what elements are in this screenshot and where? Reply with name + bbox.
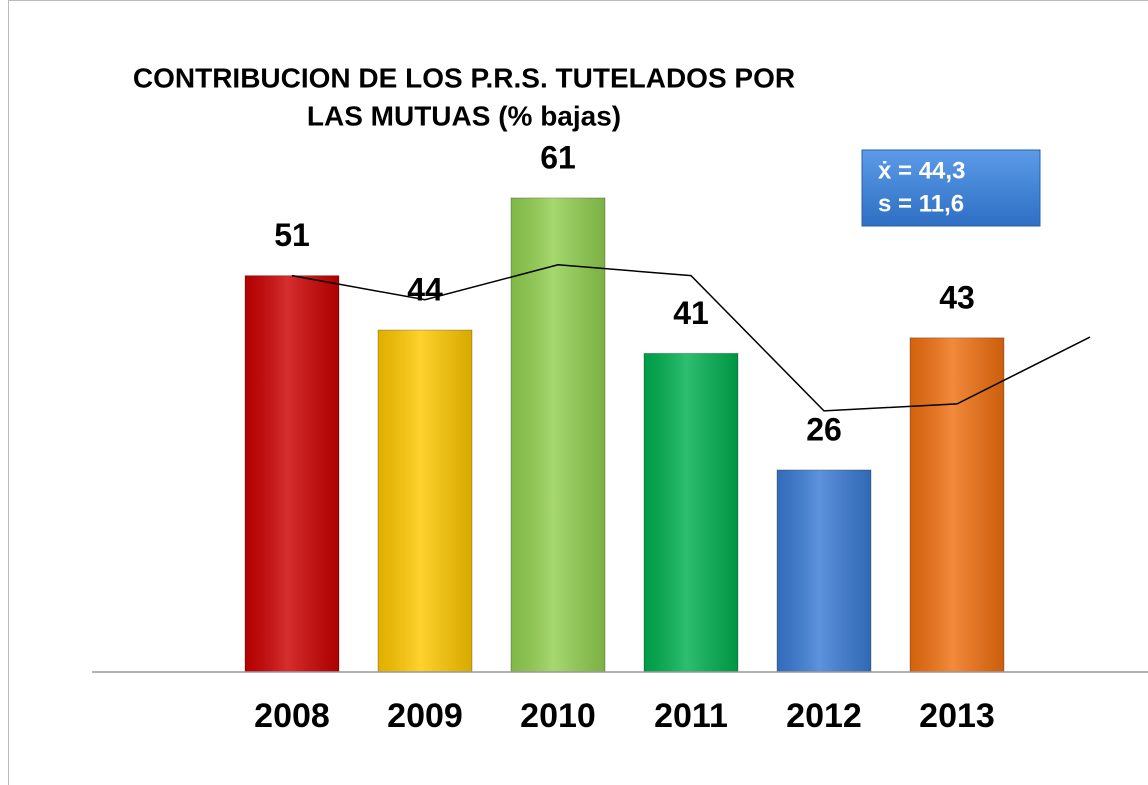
bar-shine xyxy=(511,197,605,672)
data-label: 44 xyxy=(407,272,443,308)
chart-title: CONTRIBUCION DE LOS P.R.S. TUTELADOS POR xyxy=(133,62,795,93)
data-label: 51 xyxy=(274,217,310,253)
x-tick-label: 2009 xyxy=(387,697,463,735)
x-tick-label: 2010 xyxy=(520,697,596,735)
bar-shine xyxy=(644,353,738,672)
stats-sd: s = 11,6 xyxy=(878,190,964,217)
bar-shine xyxy=(245,275,339,672)
data-label: 41 xyxy=(673,295,709,331)
bar-shine xyxy=(777,469,871,672)
x-tick-label: 2008 xyxy=(254,697,330,735)
data-label: 43 xyxy=(939,279,975,315)
data-label: 26 xyxy=(806,411,842,447)
stats-box xyxy=(861,149,1041,227)
x-tick-label: 2013 xyxy=(919,697,995,735)
bar-shine xyxy=(910,337,1004,672)
chart-title: LAS MUTUAS (% bajas) xyxy=(307,100,621,131)
data-label: 61 xyxy=(540,139,576,175)
stats-mean: ẋ = 44,3 xyxy=(878,157,965,184)
plot-area: 51 44 61 41 26 43 2008 2009 2010 2011 2012 2013 xyxy=(92,139,1148,735)
x-tick-label: 2011 xyxy=(654,697,728,735)
line xyxy=(291,264,1091,412)
x-tick-label: 2012 xyxy=(786,697,862,735)
bar-shine xyxy=(378,330,472,672)
